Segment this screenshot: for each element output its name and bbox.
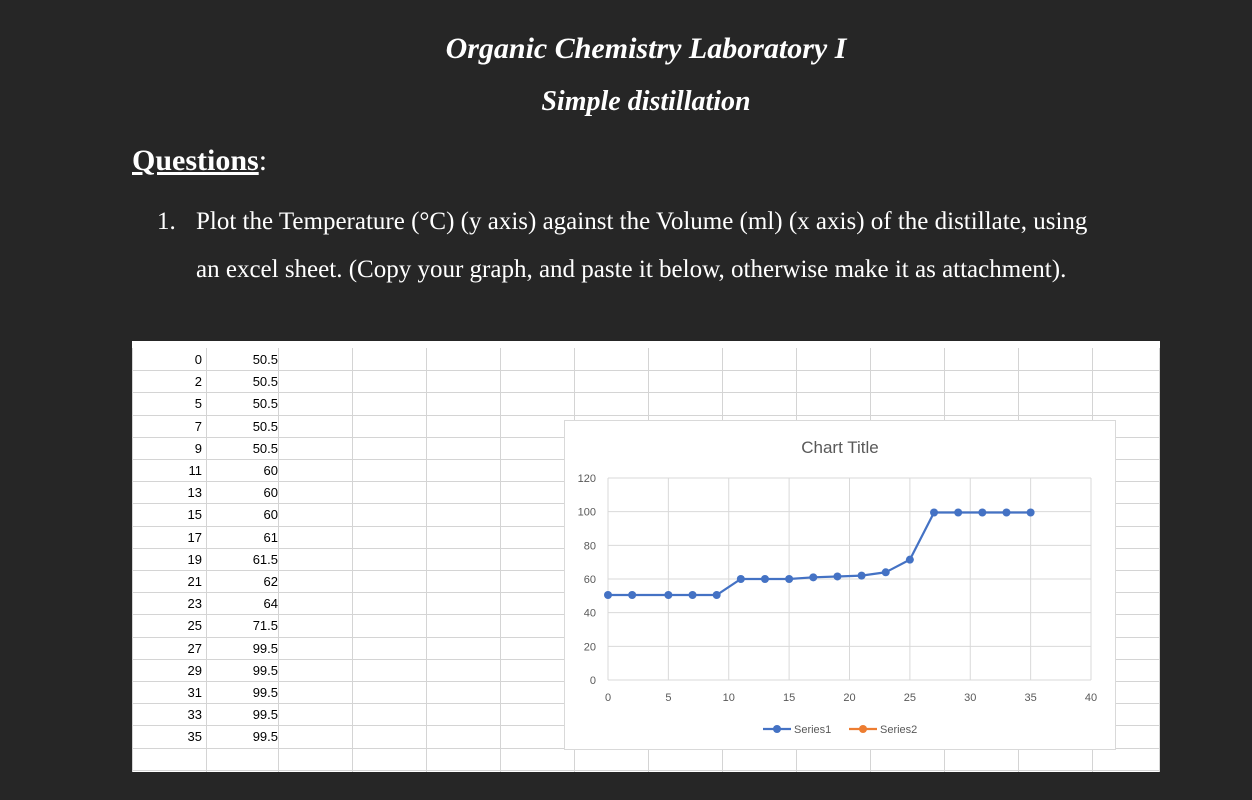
sheet-row-line-1 <box>132 370 1160 372</box>
volume-cell[interactable]: 7 <box>194 418 202 434</box>
temperature-cell[interactable]: 50.5 <box>252 352 278 367</box>
temperature-cell[interactable]: 61 <box>263 529 278 545</box>
temperature-cell[interactable]: 71.5 <box>252 618 278 634</box>
volume-cell[interactable]: 13 <box>187 485 202 501</box>
x-tick-label: 10 <box>723 692 735 704</box>
chart[interactable]: Chart Title 0 20 40 60 80 100 120 0 5 10 15 20 25 30 35… <box>564 420 1116 750</box>
x-tick-label: 30 <box>964 692 976 704</box>
x-tick-label: 0 <box>605 692 611 704</box>
volume-cell[interactable]: 2 <box>194 374 202 390</box>
data-point <box>628 590 637 599</box>
volume-cell[interactable]: 19 <box>187 551 202 567</box>
volume-cell[interactable]: 9 <box>194 440 202 456</box>
temperature-cell[interactable]: 60 <box>263 463 278 478</box>
x-tick-label: 15 <box>783 692 795 704</box>
volume-cell[interactable]: 15 <box>187 507 202 523</box>
question-text-line-1: Plot the Temperature (°C) (y axis) again… <box>196 208 1088 235</box>
x-tick-label: 5 <box>665 692 671 704</box>
questions-heading-text: Questions <box>132 144 259 177</box>
data-point <box>833 572 842 581</box>
data-point <box>905 555 914 564</box>
question-number: 1. <box>157 208 176 235</box>
sheet-row-line-3 <box>132 414 1160 416</box>
sheet-col-line-14 <box>1159 348 1160 772</box>
sheet-col-line-1 <box>206 348 207 772</box>
legend-label: Series1 <box>794 724 831 736</box>
x-tick-label: 20 <box>843 692 855 704</box>
data-point <box>809 573 818 582</box>
sheet-col-line-3 <box>352 348 353 772</box>
y-tick-label: 80 <box>584 540 596 552</box>
data-point <box>785 575 794 583</box>
temperature-cell[interactable]: 99.5 <box>252 640 278 656</box>
temperature-cell[interactable]: 61.5 <box>252 551 278 567</box>
data-point <box>712 590 721 599</box>
temperature-cell[interactable]: 50.5 <box>252 418 278 434</box>
chart-title: Chart Title <box>801 438 878 457</box>
questions-heading: Questions: <box>132 144 267 178</box>
sheet-col-line-2 <box>278 348 279 772</box>
volume-cell[interactable]: 31 <box>187 685 202 700</box>
x-tick-label: 35 <box>1025 692 1037 704</box>
data-point <box>664 590 673 599</box>
data-point <box>1026 508 1035 517</box>
sheet-row-line-19 <box>132 769 1160 771</box>
volume-cell[interactable]: 23 <box>187 596 202 612</box>
temperature-cell[interactable]: 60 <box>263 507 278 523</box>
volume-cell[interactable]: 27 <box>187 640 202 656</box>
data-point <box>736 575 745 583</box>
y-tick-label: 100 <box>578 507 596 519</box>
temperature-cell[interactable]: 99.5 <box>252 729 278 745</box>
volume-cell[interactable]: 0 <box>194 352 202 367</box>
legend-marker-series1 <box>773 725 781 733</box>
data-point <box>604 590 612 599</box>
volume-cell[interactable]: 35 <box>187 729 202 745</box>
sheet-row-line-2 <box>132 392 1160 394</box>
legend-marker-series2 <box>859 725 867 733</box>
sheet-col-line-0 <box>132 348 133 772</box>
chart-svg: Chart Title 0 20 40 60 80 100 120 0 5 10 15 20 25 30 35… <box>578 438 1097 736</box>
y-tick-label: 60 <box>584 574 596 586</box>
volume-cell[interactable]: 21 <box>187 574 202 589</box>
data-point <box>978 508 987 517</box>
temperature-cell[interactable]: 60 <box>263 485 278 501</box>
questions-heading-colon: : <box>258 144 268 177</box>
data-point <box>954 508 963 517</box>
data-point <box>688 590 697 599</box>
data-point <box>857 571 866 580</box>
y-tick-label: 0 <box>590 675 596 687</box>
volume-cell[interactable]: 11 <box>188 463 203 478</box>
x-tick-label: 25 <box>904 692 916 704</box>
temperature-cell[interactable]: 64 <box>263 596 278 612</box>
temperature-cell[interactable]: 99.5 <box>252 685 278 700</box>
sheet-col-line-5 <box>500 348 501 772</box>
data-point <box>930 508 939 517</box>
page-title: Organic Chemistry Laboratory I <box>445 32 847 65</box>
data-point <box>881 568 890 577</box>
series-line-series1 <box>608 511 1031 597</box>
volume-cell[interactable]: 25 <box>187 618 202 634</box>
y-tick-label: 120 <box>578 473 596 485</box>
data-point <box>1002 508 1011 517</box>
volume-cell[interactable]: 17 <box>187 529 202 545</box>
temperature-cell[interactable]: 62 <box>263 574 278 589</box>
sheet-col-line-4 <box>426 348 427 772</box>
y-tick-label: 20 <box>584 641 596 653</box>
temperature-cell[interactable]: 99.5 <box>252 707 278 723</box>
y-tick-label: 40 <box>584 608 596 620</box>
volume-cell[interactable]: 5 <box>194 396 202 412</box>
x-tick-label: 40 <box>1085 692 1097 704</box>
temperature-cell[interactable]: 99.5 <box>252 662 278 678</box>
temperature-cell[interactable]: 50.5 <box>252 396 278 412</box>
question-text-line-2: an excel sheet. (Copy your graph, and pa… <box>196 256 1067 283</box>
data-point <box>760 575 769 583</box>
volume-cell[interactable]: 29 <box>187 662 202 678</box>
page-subtitle: Simple distillation <box>541 86 751 117</box>
legend-label: Series2 <box>880 724 917 736</box>
temperature-cell[interactable]: 50.5 <box>252 374 278 390</box>
temperature-cell[interactable]: 50.5 <box>252 440 278 456</box>
volume-cell[interactable]: 33 <box>187 707 202 723</box>
